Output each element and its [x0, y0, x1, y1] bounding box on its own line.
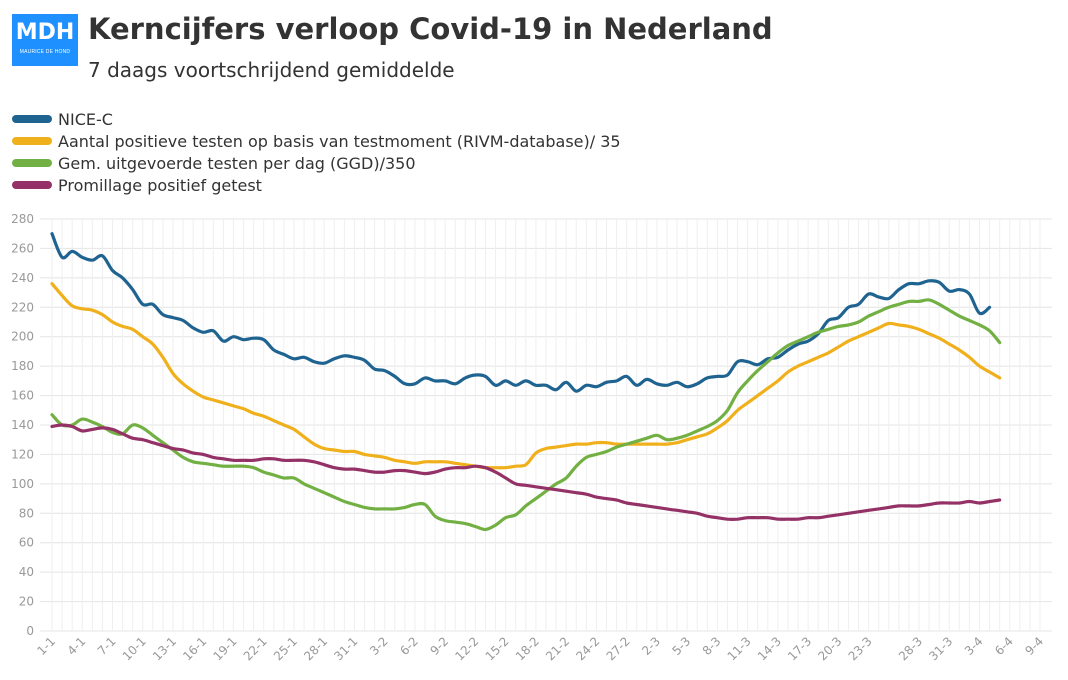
legend-item: Aantal positieve testen op basis van tes… [12, 130, 621, 152]
legend-label: Aantal positieve testen op basis van tes… [58, 131, 621, 151]
series-line-nice-c [50, 232, 992, 393]
x-tick-label: 12-2 [452, 634, 481, 663]
x-tick-label: 18-2 [513, 634, 542, 663]
x-tick-label: 31-1 [331, 634, 360, 663]
x-tick-label: 28-1 [301, 634, 330, 663]
y-tick-label: 160 [11, 389, 34, 403]
x-tick-label: 17-3 [785, 634, 814, 663]
y-tick-label: 100 [11, 477, 34, 491]
legend-item: NICE-C [12, 108, 621, 130]
y-tick-label: 60 [19, 536, 34, 550]
x-tick-label: 6-2 [397, 634, 421, 658]
series-line-aantal-positieve-testen-op-bas [50, 282, 1002, 470]
y-tick-label: 240 [11, 271, 34, 285]
legend-swatch [12, 159, 52, 167]
x-tick-label: 25-1 [271, 634, 300, 663]
legend-swatch [12, 137, 52, 145]
x-tick-label: 1-1 [34, 634, 58, 658]
y-tick-label: 220 [11, 300, 34, 314]
logo-subtext: MAURICE DE HOND [19, 49, 71, 55]
chart-subtitle: 7 daags voortschrijdend gemiddelde [88, 58, 455, 82]
x-tick-label: 21-2 [543, 634, 572, 663]
legend-label: Promillage positief getest [58, 175, 262, 195]
x-tick-label: 22-1 [241, 634, 270, 663]
y-tick-label: 140 [11, 418, 34, 432]
legend-swatch [12, 181, 52, 189]
legend-item: Promillage positief getest [12, 174, 621, 196]
legend-swatch [12, 115, 52, 123]
x-tick-label: 4-1 [65, 634, 89, 658]
x-tick-label: 2-3 [639, 634, 663, 658]
x-tick-label: 10-1 [120, 634, 149, 663]
x-tick-label: 7-1 [95, 634, 119, 658]
x-tick-label: 27-2 [604, 634, 633, 663]
x-tick-label: 5-3 [669, 634, 693, 658]
x-tick-label: 24-2 [573, 634, 602, 663]
y-tick-label: 120 [11, 447, 34, 461]
y-tick-label: 180 [11, 359, 34, 373]
x-tick-label: 23-3 [846, 634, 875, 663]
x-tick-label: 9-4 [1022, 634, 1046, 658]
x-tick-label: 8-3 [700, 634, 724, 658]
logo: MDH MAURICE DE HOND [12, 14, 78, 66]
legend-item: Gem. uitgevoerde testen per dag (GGD)/35… [12, 152, 621, 174]
logo-text: MDH [15, 20, 75, 45]
x-tick-label: 20-3 [815, 634, 844, 663]
y-tick-label: 200 [11, 330, 34, 344]
x-tick-label: 13-1 [150, 634, 179, 663]
y-tick-label: 20 [19, 595, 34, 609]
y-tick-label: 80 [19, 506, 34, 520]
series-line-promillage-positief-getest [50, 423, 1002, 521]
series-line-gem-uitgevoerde-testen-per-dag [50, 298, 1002, 532]
y-tick-label: 280 [11, 212, 34, 226]
x-tick-label: 19-1 [210, 634, 239, 663]
x-tick-label: 15-2 [483, 634, 512, 663]
x-tick-label: 11-3 [725, 634, 754, 663]
legend-label: NICE-C [58, 109, 113, 129]
x-tick-label: 3-2 [367, 634, 391, 658]
x-tick-label: 3-4 [962, 634, 986, 658]
chart-title: Kerncijfers verloop Covid-19 in Nederlan… [88, 12, 773, 46]
y-tick-label: 260 [11, 241, 34, 255]
x-tick-label: 28-3 [896, 634, 925, 663]
legend-label: Gem. uitgevoerde testen per dag (GGD)/35… [58, 153, 416, 173]
y-tick-label: 0 [26, 624, 34, 638]
x-tick-label: 14-3 [755, 634, 784, 663]
x-tick-label: 6-4 [992, 634, 1016, 658]
x-tick-label: 16-1 [180, 634, 209, 663]
legend: NICE-C Aantal positieve testen op basis v… [12, 108, 621, 196]
x-tick-label: 9-2 [428, 634, 452, 658]
y-tick-label: 40 [19, 565, 34, 579]
x-tick-label: 31-3 [926, 634, 955, 663]
